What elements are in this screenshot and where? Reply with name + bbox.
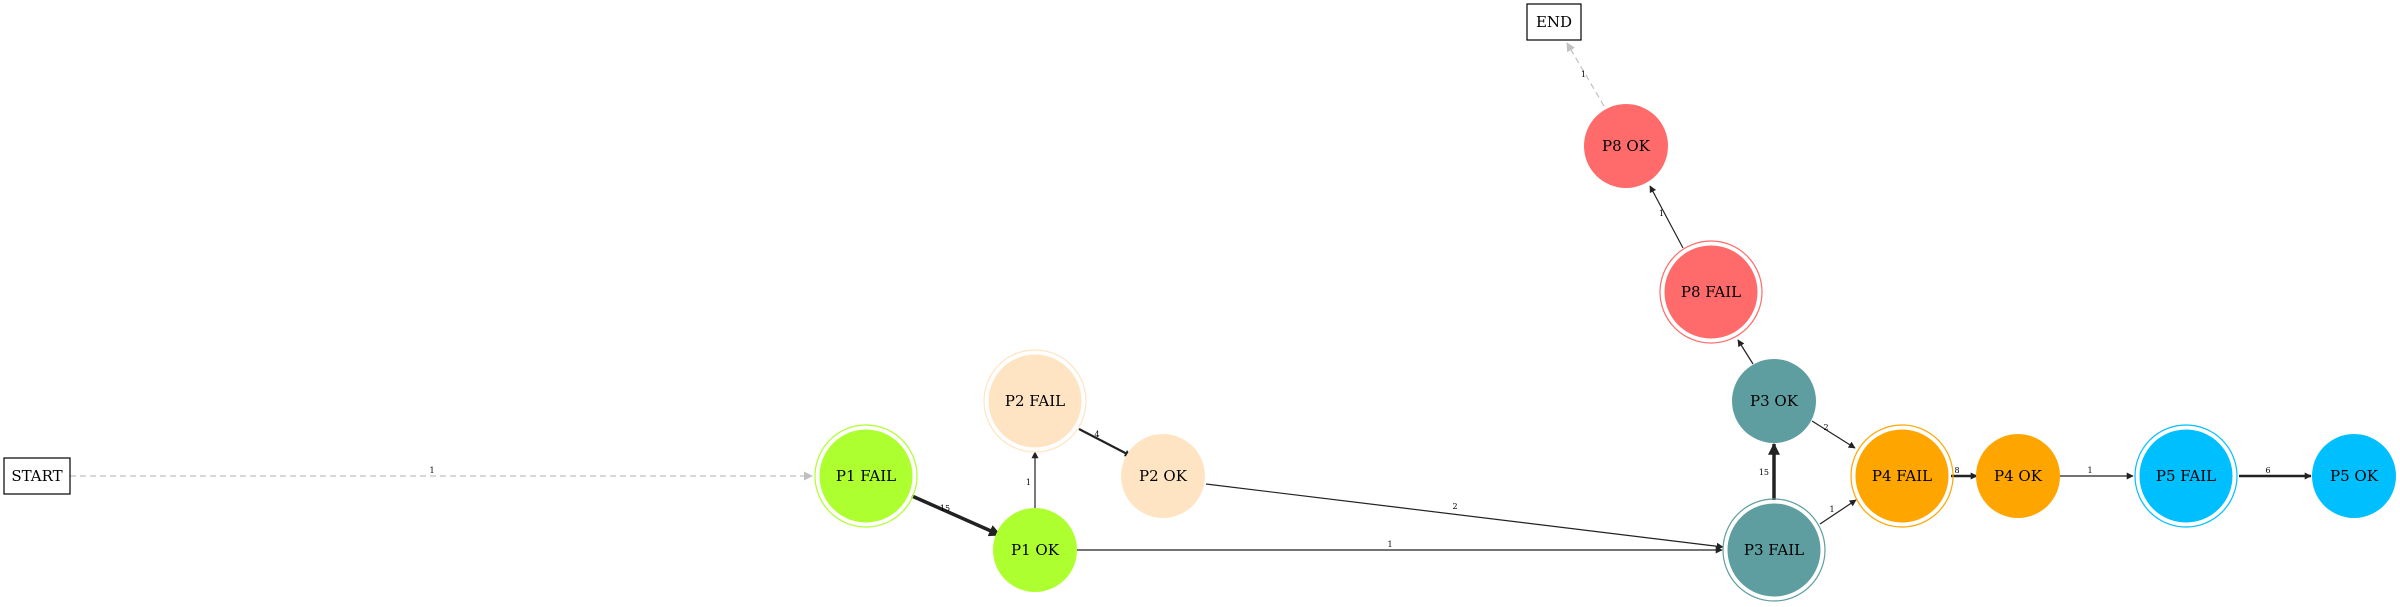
edge-p3fail-p4fail: 1 [1819,499,1857,525]
edge-p5fail-p5ok: 6 [2239,466,2312,480]
edge-p4ok-p5fail: 1 [2060,466,2134,480]
node-p3ok[interactable]: P3 OK [1732,359,1816,443]
edge-p2ok-p3fail: 2 [1205,483,1724,550]
node-label-p8fail: P8 FAIL [1681,283,1741,301]
node-label-p2ok: P2 OK [1139,467,1188,485]
node-p2ok[interactable]: P2 OK [1121,434,1205,518]
edge-label-p2ok-p3fail: 2 [1452,502,1457,511]
node-p4fail[interactable]: P4 FAIL [1850,424,1954,528]
node-p3fail[interactable]: P3 FAIL [1722,498,1826,602]
node-p2fail[interactable]: P2 FAIL [983,349,1087,453]
node-label-p4ok: P4 OK [1994,467,2043,485]
edge-label-p8fail-p8ok: 1 [1659,209,1664,218]
node-end[interactable]: END [1526,3,1582,41]
node-p1fail[interactable]: P1 FAIL [814,424,918,528]
node-p8ok[interactable]: P8 OK [1584,104,1668,188]
node-label-p5fail: P5 FAIL [2156,467,2216,485]
edge-p1ok-p2fail: 1 [1026,451,1039,508]
edge-label-start-p1fail: 1 [429,466,434,475]
edge-label-p4fail-p4ok: 8 [1954,466,1959,475]
edge-p8ok-end: 1 [1566,42,1605,107]
edge-label-p2fail-p2ok: 4 [1094,430,1099,439]
node-label-p2fail: P2 FAIL [1005,392,1065,410]
edge-label-p1ok-p2fail: 1 [1026,478,1031,487]
node-label-end: END [1536,13,1572,31]
edges: 1 15 1 4 2 1 15 [70,42,2312,554]
edge-p2fail-p2ok: 4 [1078,428,1132,457]
node-label-start: START [11,467,62,485]
node-start[interactable]: START [3,457,71,495]
edge-label-p5fail-p5ok: 6 [2265,466,2270,475]
edge-p3ok-p8fail [1737,339,1754,365]
edge-label-p4ok-p5fail: 1 [2087,466,2092,475]
edge-p3fail-p3ok: 15 [1759,442,1780,500]
edge-p3ok-p4fail: 2 [1811,420,1856,449]
node-label-p1ok: P1 OK [1011,541,1060,559]
node-p5ok[interactable]: P5 OK [2312,434,2396,518]
node-label-p3fail: P3 FAIL [1744,541,1804,559]
edge-p8fail-p8ok: 1 [1649,185,1684,249]
edge-p4fail-p4ok: 8 [1951,466,1978,480]
edge-start-p1fail: 1 [70,466,813,481]
node-p8fail[interactable]: P8 FAIL [1659,240,1763,344]
edge-label-p8ok-end: 1 [1581,70,1586,79]
node-label-p8ok: P8 OK [1602,137,1651,155]
node-label-p5ok: P5 OK [2330,467,2379,485]
node-label-p3ok: P3 OK [1750,392,1799,410]
node-label-p1fail: P1 FAIL [836,467,896,485]
edge-p1ok-p3fail: 1 [1077,540,1723,554]
node-p5fail[interactable]: P5 FAIL [2134,424,2238,528]
node-p1ok[interactable]: P1 OK [993,508,1077,592]
nodes: START END P1 FAIL P1 OK P2 FAIL P2 OK [3,3,2396,602]
edge-label-p1fail-p1ok: 15 [940,504,950,513]
node-p4ok[interactable]: P4 OK [1976,434,2060,518]
edge-label-p1ok-p3fail: 1 [1387,540,1392,549]
edge-label-p3fail-p4fail: 1 [1829,505,1834,514]
node-label-p4fail: P4 FAIL [1872,467,1932,485]
edge-p1fail-p1ok: 15 [911,494,1002,537]
edge-label-p3ok-p4fail: 2 [1823,423,1828,432]
edge-label-p3fail-p3ok: 15 [1759,468,1769,477]
